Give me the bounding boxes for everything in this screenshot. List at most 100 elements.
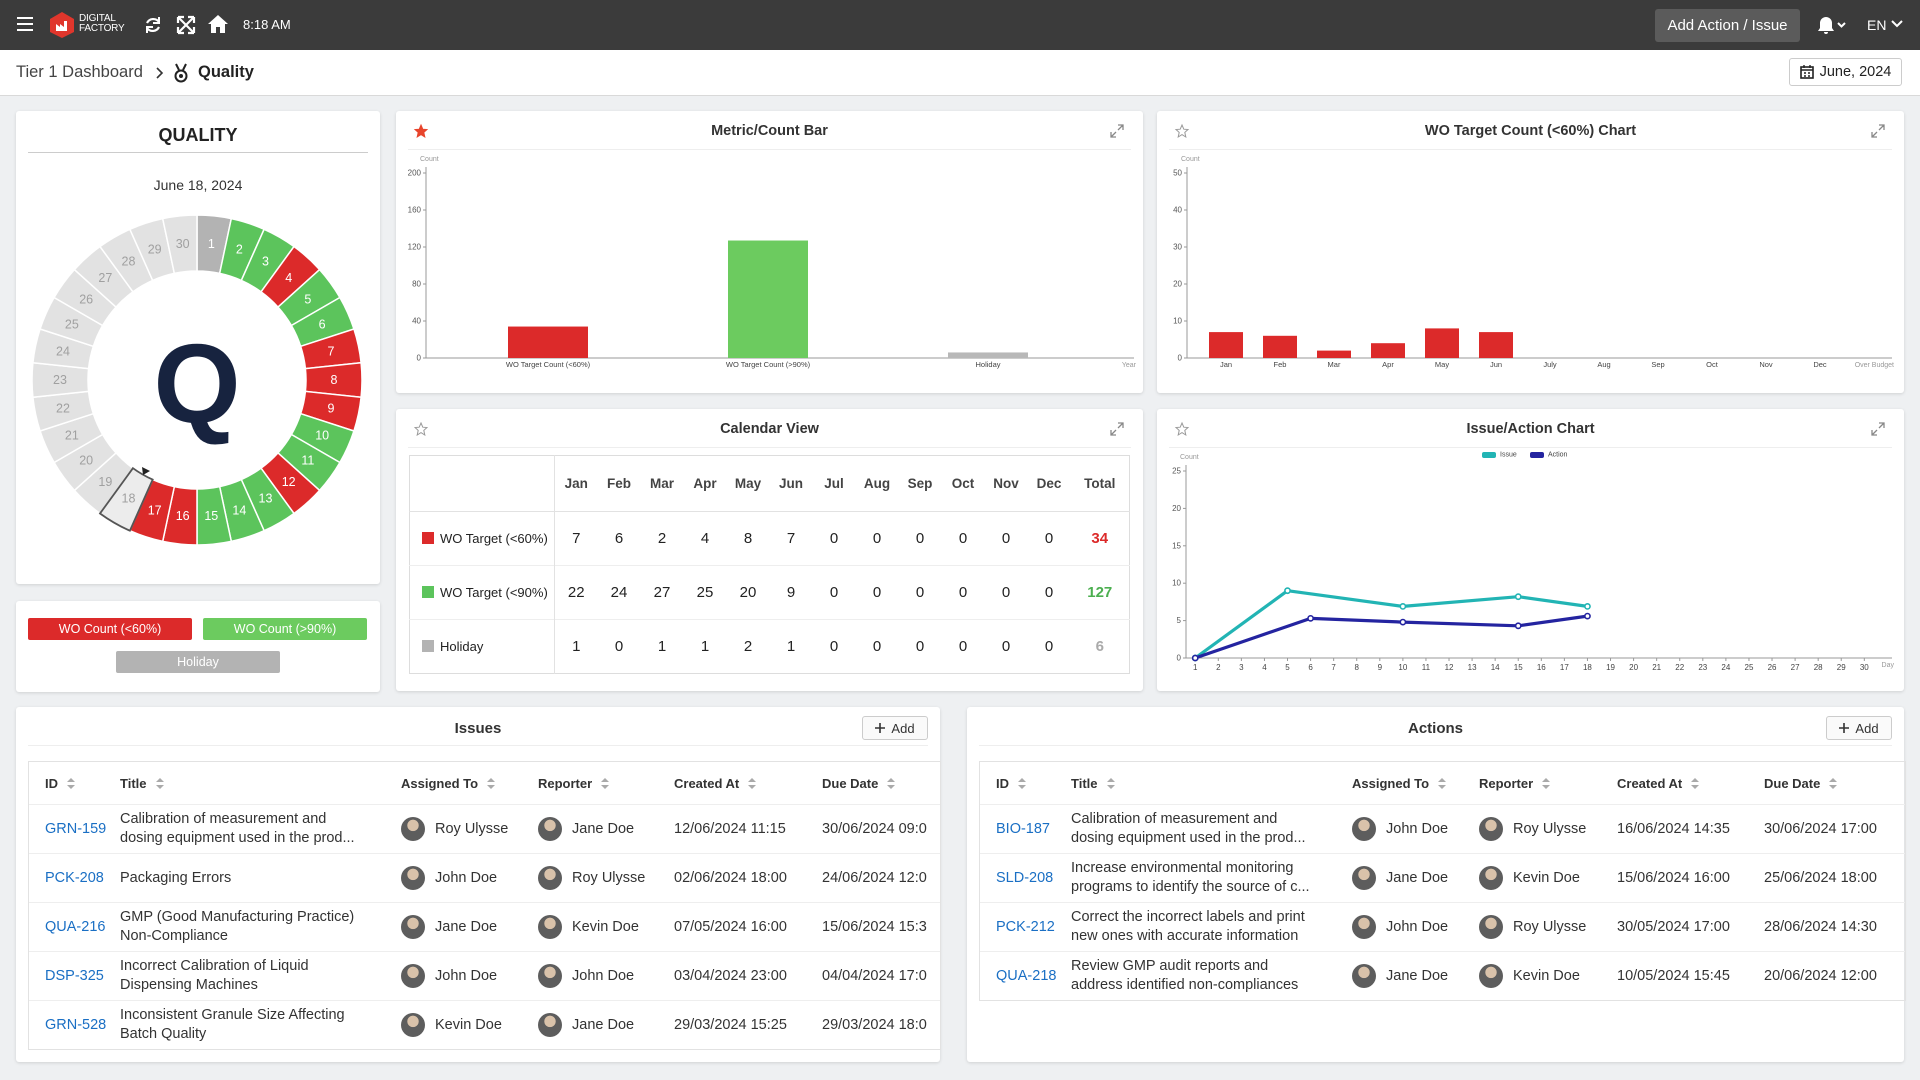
x-tick-label: 21 — [1652, 663, 1661, 672]
day-segment[interactable] — [98, 466, 154, 532]
x-tick-label: 23 — [1698, 663, 1707, 672]
day-label: 21 — [65, 429, 79, 443]
expand-icon[interactable] — [1110, 422, 1124, 436]
expand-icon[interactable] — [1871, 124, 1885, 138]
item-link[interactable]: GRN-528 — [45, 1017, 107, 1033]
avatar — [401, 866, 425, 890]
day-label: 19 — [98, 475, 112, 489]
x-tick-label: 24 — [1721, 663, 1730, 672]
column-header[interactable]: Assigned To — [401, 762, 538, 804]
title-line: Incorrect Calibration of Liquid — [120, 958, 309, 974]
person-name: John Doe — [435, 968, 498, 984]
person-name: Jane Doe — [572, 1017, 635, 1033]
cell: Correct the incorrect labels and print ne… — [1071, 903, 1352, 951]
cell: PCK-208 — [29, 854, 120, 902]
cell: John Doe — [401, 952, 538, 1000]
menu-icon[interactable] — [16, 16, 34, 32]
table: ID Title Assigned To Reporter Created At Due … — [979, 761, 1906, 1001]
cell: 29/03/2024 15:25 — [674, 1001, 822, 1049]
x-tick-label: 30 — [1860, 663, 1869, 672]
column-header: Total — [1070, 455, 1130, 512]
due-date: 24/06/2024 12:0 — [822, 870, 927, 886]
column-header[interactable]: Created At — [674, 762, 822, 804]
item-link[interactable]: PCK-208 — [45, 870, 104, 886]
today-marker — [142, 467, 150, 475]
table-row: QUA-218 Review GMP audit reports and addre… — [980, 951, 1905, 1000]
cell: Kevin Doe — [538, 903, 674, 951]
item-link[interactable]: SLD-208 — [996, 870, 1054, 886]
day-label: 22 — [56, 401, 70, 415]
notification-icon[interactable] — [1817, 15, 1847, 35]
refresh-icon[interactable] — [143, 15, 163, 35]
expand-icon[interactable] — [1871, 422, 1885, 436]
day-label: 12 — [282, 475, 296, 489]
item-link[interactable]: BIO-187 — [996, 821, 1050, 837]
x-tick-label: 14 — [1491, 663, 1500, 672]
legend-swatch — [1530, 452, 1544, 458]
calendar-panel: Calendar View Jan Feb Mar Apr May Jun Jul Aug Se… — [396, 409, 1143, 691]
column-header[interactable]: Assigned To — [1352, 762, 1479, 804]
table-row: DSP-325 Incorrect Calibration of Liquid Di… — [29, 951, 940, 1000]
cell: Roy Ulysse — [538, 854, 674, 902]
point — [1584, 612, 1591, 620]
value-cell: 0 — [812, 565, 856, 620]
column-header[interactable]: ID — [29, 762, 120, 804]
favorite-icon[interactable] — [414, 422, 428, 436]
point — [1284, 587, 1291, 595]
item-link[interactable]: QUA-218 — [996, 968, 1057, 984]
value-cell: 22 — [554, 565, 598, 620]
date-picker-button[interactable]: June, 2024 — [1789, 58, 1902, 86]
x-tick-label: 3 — [1239, 663, 1244, 672]
home-icon[interactable] — [207, 14, 229, 34]
x-tick-label: Aug — [1597, 360, 1610, 369]
column-header[interactable]: Created At — [1617, 762, 1764, 804]
column-header[interactable]: Reporter — [1479, 762, 1617, 804]
table-row: GRN-528 Inconsistent Granule Size Affecti… — [29, 1000, 940, 1049]
panel-header: Metric/Count Bar — [408, 111, 1131, 150]
cell: SLD-208 — [980, 854, 1071, 902]
day-segment[interactable] — [161, 214, 198, 275]
favorite-icon[interactable] — [413, 123, 429, 139]
day-label: 27 — [98, 271, 112, 285]
day-label: 8 — [331, 373, 338, 387]
avatar — [538, 1013, 562, 1037]
column-label: Due Date — [822, 775, 879, 791]
column-header[interactable]: Title — [120, 762, 401, 804]
expand-icon[interactable] — [1110, 124, 1124, 138]
item-link[interactable]: PCK-212 — [996, 919, 1055, 935]
column-header[interactable]: Reporter — [538, 762, 674, 804]
legend-item: WO Count (>90%) — [203, 618, 367, 640]
add-button[interactable]: Add — [1826, 716, 1892, 740]
calendar-icon — [1799, 65, 1814, 79]
day-label: 20 — [79, 454, 93, 468]
cell: 15/06/2024 15:3 — [822, 903, 940, 951]
column-header[interactable]: Due Date — [822, 762, 940, 804]
bar — [1317, 350, 1351, 358]
expand-icon[interactable] — [176, 15, 196, 35]
bar — [728, 240, 808, 358]
sort-icon — [1542, 777, 1551, 789]
add-button[interactable]: Add — [862, 716, 928, 740]
calendar-row: WO Target (<60%) 7 6 2 4 8 7 0 0 0 0 0 0 34 — [409, 511, 1130, 566]
item-link[interactable]: DSP-325 — [45, 968, 104, 984]
cell: 25/06/2024 18:00 — [1764, 854, 1905, 902]
column-header[interactable]: ID — [980, 762, 1071, 804]
day-label: 30 — [176, 237, 190, 251]
panel-title: Actions — [1407, 720, 1463, 737]
sort-icon — [1438, 777, 1447, 789]
value-cell: 0 — [898, 511, 942, 566]
column-label: Created At — [674, 775, 740, 791]
add-action-issue-button[interactable]: Add Action / Issue — [1655, 9, 1800, 42]
column-header[interactable]: Due Date — [1764, 762, 1905, 804]
favorite-icon[interactable] — [1174, 421, 1190, 437]
column-header: Dec — [1027, 455, 1071, 512]
favorite-icon[interactable] — [1174, 123, 1190, 139]
item-link[interactable]: QUA-216 — [45, 919, 106, 935]
item-link[interactable]: GRN-159 — [45, 821, 107, 837]
value-cell: 0 — [1027, 619, 1071, 674]
title-line: dosing equipment used in the prod... — [120, 830, 355, 846]
column-header[interactable]: Title — [1071, 762, 1352, 804]
language[interactable]: EN — [1867, 17, 1887, 33]
value-cell: 0 — [984, 511, 1028, 566]
breadcrumb-parent[interactable]: Tier 1 Dashboard — [16, 63, 143, 81]
